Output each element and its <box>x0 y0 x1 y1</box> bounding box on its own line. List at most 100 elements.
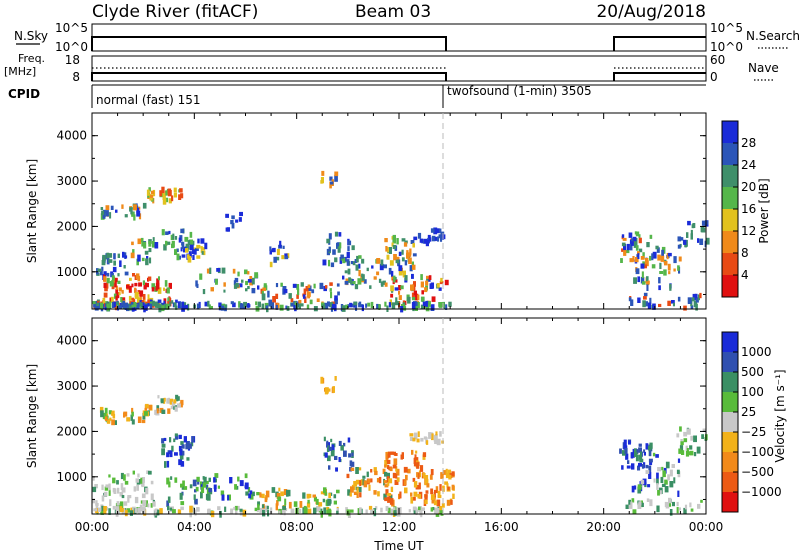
scatter-point <box>622 450 626 456</box>
scatter-point <box>417 472 420 479</box>
y-tick-label: 4000 <box>56 334 87 348</box>
scatter-point <box>178 445 182 452</box>
scatter-point <box>657 254 661 261</box>
scatter-point <box>386 459 391 464</box>
scatter-point <box>279 240 282 248</box>
colorbar-swatch <box>722 187 738 210</box>
scatter-point <box>157 395 160 399</box>
scatter-point <box>235 511 238 515</box>
scatter-point <box>331 444 335 452</box>
scatter-point <box>168 282 172 289</box>
scatter-point <box>412 253 417 257</box>
scatter-point <box>111 275 115 281</box>
scatter-point <box>392 234 396 241</box>
scatter-point <box>108 508 111 515</box>
scatter-point <box>303 507 308 515</box>
scatter-point <box>406 252 410 259</box>
scatter-point <box>121 289 124 294</box>
scatter-point <box>400 285 404 290</box>
scatter-point <box>649 461 653 466</box>
scatter-point <box>677 236 682 242</box>
scatter-point <box>132 249 135 255</box>
scatter-point <box>440 277 443 283</box>
scatter-point <box>147 299 150 304</box>
scatter-point <box>339 242 342 249</box>
scatter-point <box>414 305 418 311</box>
scatter-point <box>184 304 189 309</box>
scatter-point <box>405 474 408 481</box>
freq-label: Freq. <box>18 52 45 65</box>
scatter-point <box>208 477 211 482</box>
scatter-point <box>434 434 438 441</box>
scatter-point <box>151 283 156 289</box>
scatter-point <box>320 491 324 495</box>
scatter-point <box>623 244 627 251</box>
cpid-mode-2: twofsound (1-min) 3505 <box>447 84 592 98</box>
scatter-point <box>165 190 168 196</box>
scatter-point <box>622 237 627 241</box>
scatter-point <box>124 271 129 276</box>
scatter-point <box>165 231 169 235</box>
scatter-point <box>395 279 398 283</box>
scatter-point <box>158 276 160 281</box>
scatter-point <box>148 241 152 247</box>
scatter-point <box>152 501 156 507</box>
scatter-point <box>370 478 373 483</box>
scatter-point <box>167 408 171 414</box>
scatter-point <box>343 450 347 457</box>
scatter-point <box>156 405 160 411</box>
scatter-point <box>350 461 355 467</box>
scatter-point <box>403 242 408 247</box>
scatter-point <box>288 293 292 299</box>
scatter-point <box>350 486 354 493</box>
scatter-point <box>221 494 225 501</box>
scatter-point <box>395 301 399 306</box>
scatter-point <box>428 237 432 242</box>
scatter-point <box>264 497 268 503</box>
scatter-point <box>630 501 633 509</box>
scatter-point <box>450 499 453 505</box>
scatter-point <box>287 489 291 497</box>
scatter-point <box>94 484 98 489</box>
scatter-point <box>389 260 394 266</box>
scatter-point <box>247 286 250 290</box>
scatter-point <box>239 480 244 487</box>
scatter-point <box>676 507 679 514</box>
scatter-point <box>329 176 333 181</box>
scatter-point <box>170 476 173 480</box>
scatter-point <box>252 491 255 497</box>
scatter-point <box>419 465 424 472</box>
scatter-point <box>416 438 420 443</box>
scatter-point <box>634 452 638 457</box>
scatter-point <box>687 297 692 304</box>
scatter-point <box>193 494 196 500</box>
colorbar-swatch <box>722 121 738 144</box>
scatter-point <box>108 483 111 491</box>
scatter-point <box>224 304 228 308</box>
scatter-point <box>638 234 641 238</box>
scatter-point <box>411 292 415 299</box>
scatter-point <box>112 266 117 273</box>
scatter-point <box>633 277 637 284</box>
velocity-y-axis-label: Slant Range [km] <box>25 364 39 468</box>
scatter-point <box>414 293 419 301</box>
scatter-point <box>349 492 352 497</box>
scatter-point <box>358 255 362 259</box>
scatter-point <box>123 501 128 506</box>
scatter-point <box>257 501 260 506</box>
scatter-point <box>428 301 431 307</box>
scatter-point <box>355 305 358 311</box>
scatter-point <box>145 403 149 408</box>
scatter-point <box>322 259 327 266</box>
scatter-point <box>235 219 239 223</box>
scatter-point <box>349 509 354 513</box>
scatter-point <box>94 304 99 311</box>
scatter-point <box>685 445 688 451</box>
scatter-point <box>356 255 359 263</box>
y-tick-label: 2000 <box>56 424 87 438</box>
scatter-point <box>336 510 339 515</box>
scatter-point <box>645 443 649 450</box>
scatter-point <box>648 458 653 463</box>
scatter-point <box>398 493 401 500</box>
scatter-point <box>349 460 353 467</box>
